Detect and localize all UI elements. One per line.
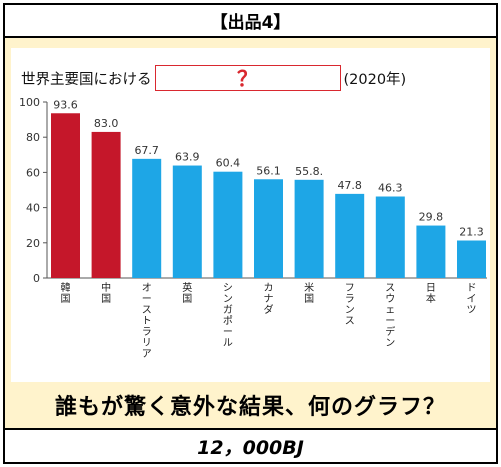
category-label-5: シンガポール (223, 283, 233, 349)
bar-4 (172, 165, 202, 278)
bar-chart: 0 20 40 60 80 100 93.6 韓国 83.0 中国 67.7 オーストラリア 63.9 英… (19, 96, 487, 360)
value-label-11: 21.3 (459, 226, 484, 239)
y-tick-label: 80 (26, 131, 40, 144)
value-label-10: 29.8 (419, 211, 444, 224)
bar-10 (416, 225, 446, 278)
blank-answer-box[interactable]: ？ (154, 65, 341, 91)
value-label-7: 55.8. (295, 165, 323, 178)
question-mark: ？ (237, 67, 258, 91)
bar-1 (51, 113, 80, 278)
value-label-4: 63.9 (175, 151, 200, 164)
category-label-7: 米国 (304, 281, 314, 305)
title-suffix: (2020年) (343, 71, 407, 88)
chart-panel: 世界主要国における ？ (2020年) 0 20 40 60 80 100 93.6 韓国 83… (5, 38, 496, 428)
category-label-9: スウェーデン (385, 283, 395, 349)
value-label-5: 60.4 (216, 157, 241, 170)
bar-2 (91, 131, 121, 278)
category-label-3: オーストラリア (142, 282, 152, 360)
category-label-10: 日本 (426, 283, 436, 305)
y-tick-label: 40 (26, 202, 40, 215)
bar-11 (457, 240, 486, 278)
y-tick-label: 60 (26, 166, 40, 179)
y-tick-label: 100 (19, 96, 40, 109)
chart-title: 世界主要国における ？ (2020年) (21, 65, 491, 91)
value-label-2: 83.0 (94, 117, 119, 130)
price-label: 12，000BJ (5, 428, 496, 462)
value-label-8: 47.8 (337, 179, 362, 192)
bar-8 (335, 193, 365, 278)
category-label-8: フランス (345, 283, 355, 327)
lot-header: 【出品4】 (5, 5, 496, 38)
category-label-1: 韓国 (61, 282, 71, 305)
title-prefix: 世界主要国における (21, 71, 152, 88)
bar-3 (132, 158, 162, 278)
bar-5 (213, 171, 243, 278)
question-text: 誰もが驚く意外な結果、何のグラフ？ (54, 395, 446, 420)
value-label-1: 93.6 (53, 98, 78, 111)
category-label-11: ドイツ (467, 283, 477, 316)
bar-6 (254, 179, 283, 278)
value-label-3: 67.7 (134, 144, 159, 157)
chart-box: 世界主要国における ？ (2020年) 0 20 40 60 80 100 93.6 韓国 83… (11, 48, 490, 382)
y-tick-label: 20 (26, 237, 40, 250)
category-label-2: 中国 (101, 281, 111, 305)
poster-frame: 【出品4】 世界主要国における ？ (2020年) 0 20 40 60 80 100 93… (3, 3, 498, 464)
y-tick-label: 0 (33, 272, 40, 285)
bar-9 (375, 196, 405, 278)
bar-7 (294, 179, 324, 278)
category-label-6: カナダ (264, 282, 274, 316)
category-label-4: 英国 (182, 281, 192, 305)
value-label-6: 56.1 (256, 164, 281, 177)
value-label-9: 46.3 (378, 182, 403, 195)
